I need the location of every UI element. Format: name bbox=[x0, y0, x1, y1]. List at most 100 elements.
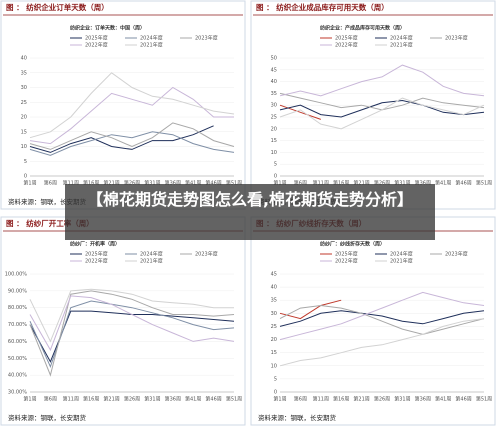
x-tick-label: 第6周 bbox=[44, 180, 57, 187]
legend-label: 2022年度 bbox=[85, 258, 108, 265]
panel-title: 图 ： 纺织企业订单天数（周） bbox=[6, 2, 109, 12]
x-tick-label: 第1周 bbox=[23, 180, 36, 187]
x-tick-label: 第21周 bbox=[103, 396, 119, 403]
x-tick-label: 第6周 bbox=[294, 180, 307, 187]
legend-label: 2025年度 bbox=[85, 35, 108, 42]
y-tick-label: 30 bbox=[21, 85, 27, 91]
legend-label: 2024年度 bbox=[390, 251, 413, 258]
legend-label: 2021年度 bbox=[390, 258, 413, 265]
legend-label: 2025年度 bbox=[335, 35, 358, 42]
x-tick-label: 第51周 bbox=[226, 396, 242, 403]
y-tick-label: 40 bbox=[21, 56, 27, 62]
legend-label: 2024年度 bbox=[390, 35, 413, 42]
x-tick-label: 第31周 bbox=[394, 396, 410, 403]
series-line bbox=[279, 104, 321, 120]
subtitle: 纺织企业：产成品库存可用天数（周） bbox=[320, 25, 405, 32]
y-tick-label: 10 bbox=[21, 144, 27, 150]
y-tick-label: 60.00% bbox=[8, 339, 27, 345]
y-tick-label: 5 bbox=[274, 376, 277, 382]
x-tick-label: 第26周 bbox=[124, 180, 140, 187]
panel-title: 图 ： 纺织企业成品库存可用天数（周） bbox=[256, 2, 389, 12]
subtitle: 纺纱厂：纱线折存天数（周） bbox=[320, 241, 385, 248]
source: 资料来源：钢联，长安期货 bbox=[8, 413, 87, 422]
y-tick-label: 50 bbox=[271, 56, 277, 62]
series-line bbox=[29, 122, 235, 150]
panel bbox=[0, 216, 246, 426]
x-tick-label: 第6周 bbox=[44, 396, 57, 403]
x-tick-label: 第36周 bbox=[415, 396, 431, 403]
x-tick-label: 第1周 bbox=[273, 396, 286, 403]
x-tick-label: 第36周 bbox=[415, 180, 431, 187]
x-tick-label: 第36周 bbox=[165, 396, 181, 403]
subtitle: 纺织企业：订单天数：中国（周） bbox=[70, 25, 145, 32]
x-tick-label: 第11周 bbox=[63, 180, 79, 187]
panel-title: 图 ： 纺纱厂开工率（周） bbox=[6, 218, 94, 228]
x-tick-label: 第11周 bbox=[313, 180, 329, 187]
x-tick-label: 第26周 bbox=[124, 396, 140, 403]
y-tick-label: 15 bbox=[271, 138, 277, 144]
overlay-title: 【棉花期货走势图怎么看,棉花期货走势分析】 bbox=[65, 184, 435, 240]
y-tick-label: 0 bbox=[274, 174, 277, 180]
x-tick-label: 第31周 bbox=[144, 180, 160, 187]
y-tick-label: 10 bbox=[271, 150, 277, 156]
x-tick-label: 第26周 bbox=[374, 180, 390, 187]
series-line bbox=[279, 99, 485, 118]
y-tick-label: 40.00% bbox=[8, 373, 27, 379]
x-tick-label: 第11周 bbox=[313, 396, 329, 403]
legend-label: 2021年度 bbox=[140, 258, 163, 265]
x-tick-label: 第41周 bbox=[185, 180, 201, 187]
y-tick-label: 5 bbox=[274, 162, 277, 168]
y-tick-label: 45 bbox=[271, 67, 277, 73]
legend-label: 2023年度 bbox=[195, 35, 218, 42]
y-tick-label: 15 bbox=[21, 129, 27, 135]
x-tick-label: 第21周 bbox=[353, 396, 369, 403]
legend-label: 2025年度 bbox=[335, 251, 358, 258]
legend-label: 2024年度 bbox=[140, 251, 163, 258]
legend-label: 2021年度 bbox=[140, 42, 163, 49]
legend-label: 2023年度 bbox=[195, 251, 218, 258]
x-tick-label: 第46周 bbox=[205, 396, 221, 403]
x-tick-label: 第41周 bbox=[185, 396, 201, 403]
series-line bbox=[29, 295, 235, 352]
y-tick-label: 30.00% bbox=[8, 390, 27, 396]
x-tick-label: 第46周 bbox=[455, 396, 471, 403]
y-tick-label: 70.00% bbox=[8, 322, 27, 328]
y-tick-label: 40 bbox=[271, 79, 277, 85]
y-tick-label: 10 bbox=[271, 363, 277, 369]
legend-label: 2022年度 bbox=[335, 42, 358, 49]
x-tick-label: 第31周 bbox=[144, 396, 160, 403]
series-line bbox=[279, 64, 485, 97]
series-line bbox=[279, 299, 342, 320]
x-tick-label: 第46周 bbox=[205, 180, 221, 187]
series-line bbox=[279, 310, 485, 327]
x-tick-label: 第6周 bbox=[294, 396, 307, 403]
legend-label: 2022年度 bbox=[335, 258, 358, 265]
x-tick-label: 第16周 bbox=[83, 180, 99, 187]
legend-label: 2023年度 bbox=[445, 35, 468, 42]
y-tick-label: 40 bbox=[271, 285, 277, 291]
y-tick-label: 80.00% bbox=[8, 305, 27, 311]
x-tick-label: 第41周 bbox=[435, 396, 451, 403]
series-line bbox=[29, 125, 214, 153]
series-line bbox=[279, 97, 485, 130]
legend-label: 2023年度 bbox=[445, 251, 468, 258]
y-tick-label: 30 bbox=[271, 103, 277, 109]
legend-label: 2021年度 bbox=[390, 42, 413, 49]
y-tick-label: 0 bbox=[274, 390, 277, 396]
y-tick-label: 50.00% bbox=[8, 356, 27, 362]
y-tick-label: 20 bbox=[271, 126, 277, 132]
series-line bbox=[279, 304, 485, 335]
y-tick-label: 90.00% bbox=[8, 288, 27, 294]
panel bbox=[0, 0, 246, 210]
x-tick-label: 第21周 bbox=[353, 180, 369, 187]
y-tick-label: 15 bbox=[271, 350, 277, 356]
x-tick-label: 第11周 bbox=[63, 396, 79, 403]
series-line bbox=[29, 72, 235, 139]
y-tick-label: 20 bbox=[271, 337, 277, 343]
y-tick-label: 35 bbox=[271, 91, 277, 97]
x-tick-label: 第51周 bbox=[476, 180, 492, 187]
legend-label: 2025年度 bbox=[85, 251, 108, 258]
x-tick-label: 第46周 bbox=[455, 180, 471, 187]
series-line bbox=[279, 291, 485, 341]
